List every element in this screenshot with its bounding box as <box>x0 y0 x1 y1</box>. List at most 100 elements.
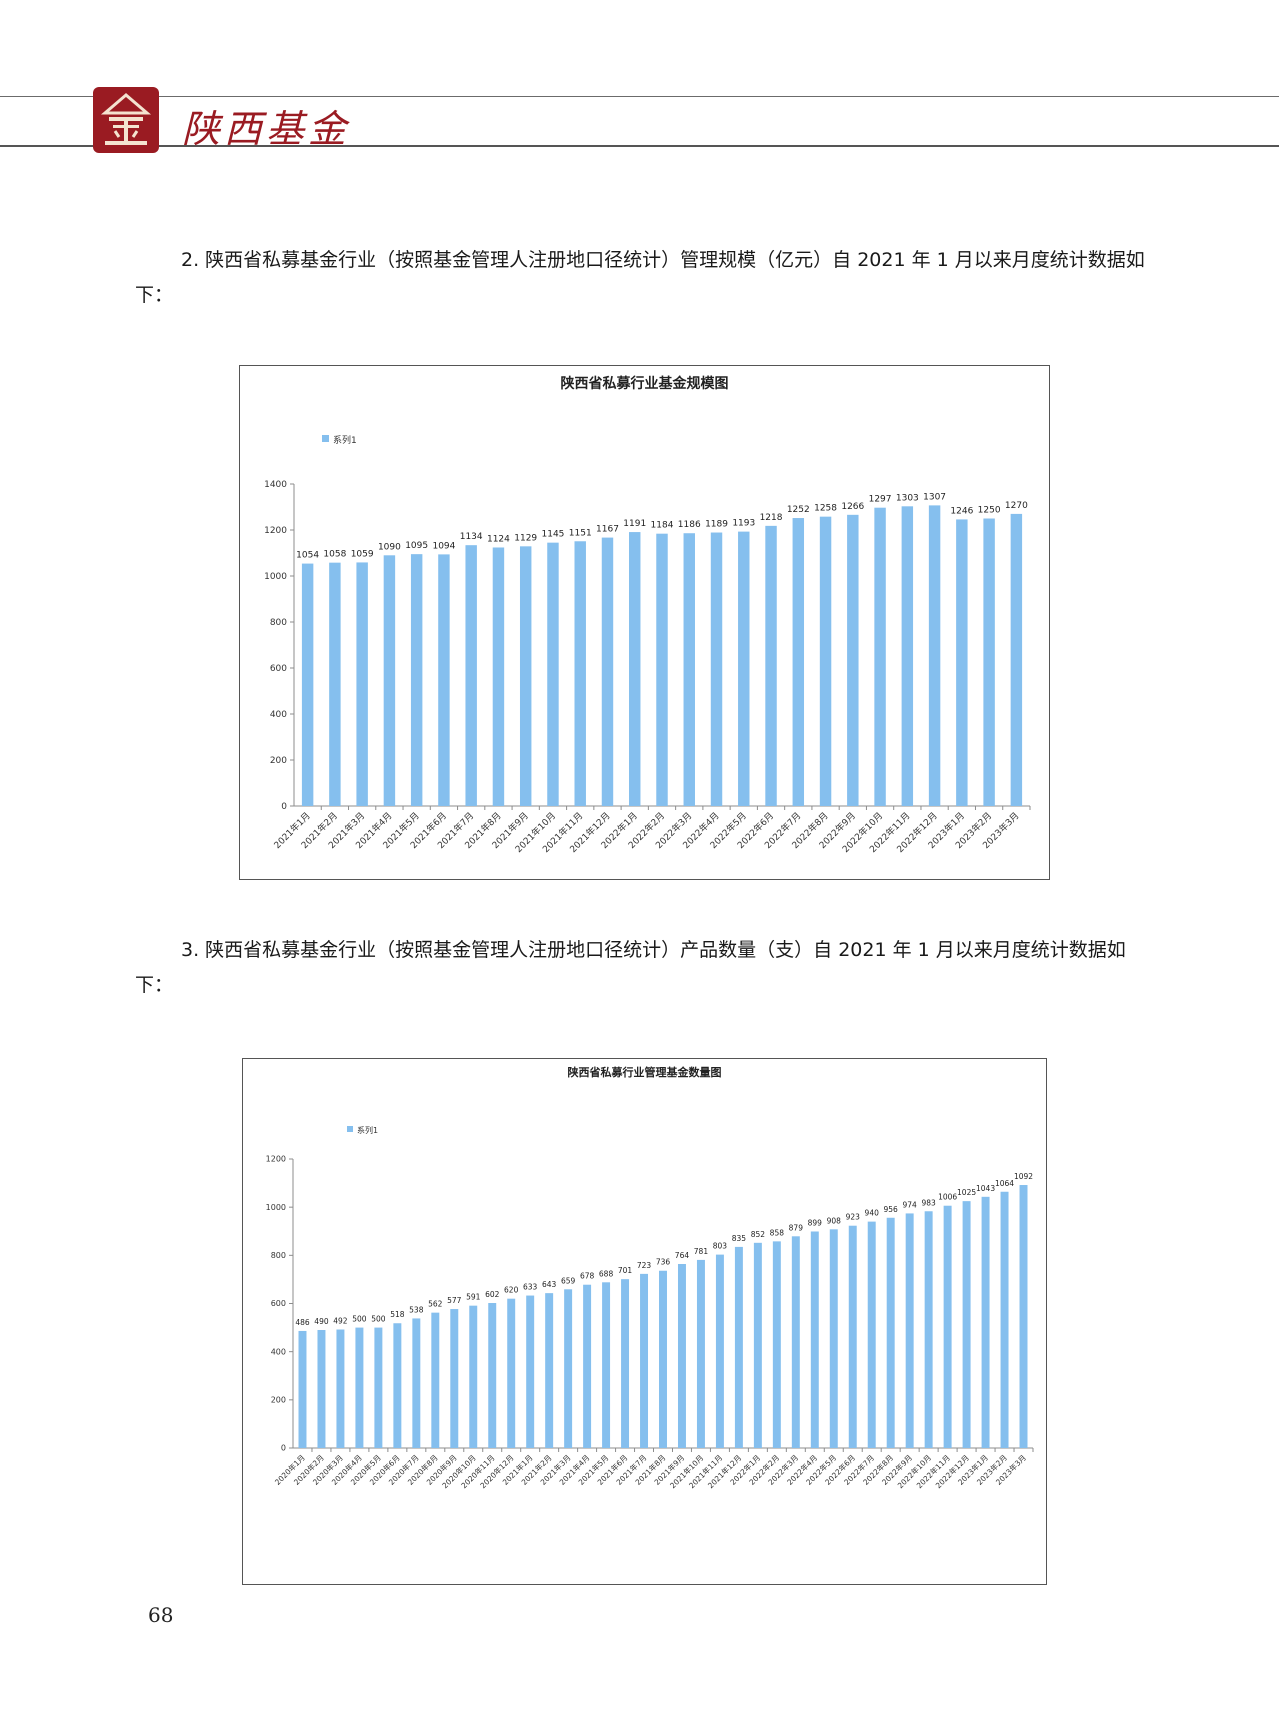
data-label: 659 <box>561 1276 576 1285</box>
data-label: 1054 <box>296 551 319 561</box>
bar <box>867 1221 876 1448</box>
data-label: 1193 <box>732 519 755 529</box>
y-tick-label: 800 <box>271 1251 286 1260</box>
data-label: 1025 <box>957 1188 976 1197</box>
bar <box>412 1318 421 1448</box>
bar <box>848 1225 857 1448</box>
bar <box>924 1211 933 1448</box>
bar <box>438 554 450 806</box>
bar <box>374 1327 383 1448</box>
data-label: 1134 <box>460 532 483 542</box>
y-tick-label: 1200 <box>266 1155 286 1164</box>
data-label: 781 <box>694 1247 709 1256</box>
data-label: 1043 <box>976 1184 995 1193</box>
bar <box>696 1259 705 1448</box>
legend-swatch <box>322 435 329 442</box>
data-label: 591 <box>466 1293 481 1302</box>
bar <box>710 532 723 806</box>
data-label: 500 <box>352 1315 367 1324</box>
bar <box>519 546 532 806</box>
legend-label: 系列1 <box>333 434 357 446</box>
bar <box>583 1284 592 1448</box>
data-label: 1307 <box>923 492 946 502</box>
bar <box>734 1246 743 1448</box>
bar <box>983 518 995 806</box>
bar <box>317 1329 326 1448</box>
data-label: 518 <box>390 1310 405 1319</box>
data-label: 1090 <box>378 542 401 552</box>
data-label: 1145 <box>542 530 565 540</box>
data-label: 940 <box>865 1209 880 1218</box>
bar <box>336 1329 345 1448</box>
bar <box>492 547 505 806</box>
data-label: 701 <box>618 1266 633 1275</box>
data-label: 1250 <box>978 506 1001 516</box>
bar <box>564 1289 573 1448</box>
data-label: 538 <box>409 1305 424 1314</box>
bar <box>355 1327 364 1448</box>
data-label: 1246 <box>950 506 973 516</box>
data-label: 1303 <box>896 493 919 503</box>
data-label: 1167 <box>596 525 619 535</box>
bar <box>547 542 559 806</box>
y-tick-label: 200 <box>271 1396 286 1405</box>
legend-swatch <box>347 1126 353 1132</box>
bar <box>905 1213 914 1448</box>
bar <box>981 1196 990 1448</box>
data-label: 1218 <box>760 513 783 523</box>
bar <box>383 555 396 806</box>
y-tick-label: 1200 <box>264 526 287 536</box>
data-label: 620 <box>504 1286 519 1295</box>
data-label: 1094 <box>432 541 455 551</box>
data-label: 736 <box>656 1258 671 1267</box>
data-label: 562 <box>428 1300 443 1309</box>
bar <box>431 1312 440 1448</box>
chart-title: 陕西省私募行业管理基金数量图 <box>568 1065 722 1079</box>
bar <box>753 1242 762 1448</box>
fund-scale-chart: 陕西省私募行业基金规模图 系列1 0 200 400 600 800 1000 1200 1400… <box>239 365 1050 880</box>
bar <box>488 1303 497 1448</box>
y-tick-label: 800 <box>270 618 287 628</box>
data-label: 678 <box>580 1272 595 1281</box>
bar <box>829 1229 838 1448</box>
bar <box>928 505 941 806</box>
bar <box>329 562 341 806</box>
bar <box>298 1330 307 1448</box>
header-rule-top <box>0 96 1279 97</box>
y-tick-label: 200 <box>270 756 287 766</box>
section2-paragraph: 2. 陕西省私募基金行业（按照基金管理人注册地口径统计）管理规模（亿元）自 20… <box>135 249 1145 306</box>
bar <box>656 533 668 806</box>
y-tick-label: 600 <box>270 664 287 674</box>
data-label: 1258 <box>814 504 837 514</box>
y-tick-label: 1000 <box>266 1203 286 1212</box>
bar <box>819 516 832 806</box>
data-label: 983 <box>921 1198 936 1207</box>
bar <box>465 545 477 806</box>
bar <box>393 1323 402 1448</box>
data-label: 1129 <box>514 533 537 543</box>
data-label: 852 <box>751 1230 766 1239</box>
header-rule-bottom <box>0 145 1279 147</box>
data-label: 803 <box>713 1242 728 1251</box>
bar <box>1019 1185 1028 1448</box>
data-label: 923 <box>846 1213 861 1222</box>
data-label: 1186 <box>678 520 701 530</box>
bar <box>677 1264 686 1448</box>
data-label: 1095 <box>405 541 428 551</box>
data-label: 879 <box>789 1223 804 1232</box>
bar <box>659 1270 667 1448</box>
bar <box>943 1205 952 1448</box>
data-label: 764 <box>675 1251 690 1260</box>
data-label: 500 <box>371 1315 386 1324</box>
data-label: 688 <box>599 1269 614 1278</box>
bar <box>629 532 641 806</box>
data-label: 899 <box>808 1218 823 1227</box>
bar <box>410 554 423 806</box>
data-label: 1151 <box>569 528 592 538</box>
bar <box>683 533 695 806</box>
bar <box>356 562 368 806</box>
bar <box>450 1309 459 1448</box>
y-tick-label: 1000 <box>264 572 287 582</box>
bar <box>738 531 750 806</box>
bar <box>765 525 777 806</box>
